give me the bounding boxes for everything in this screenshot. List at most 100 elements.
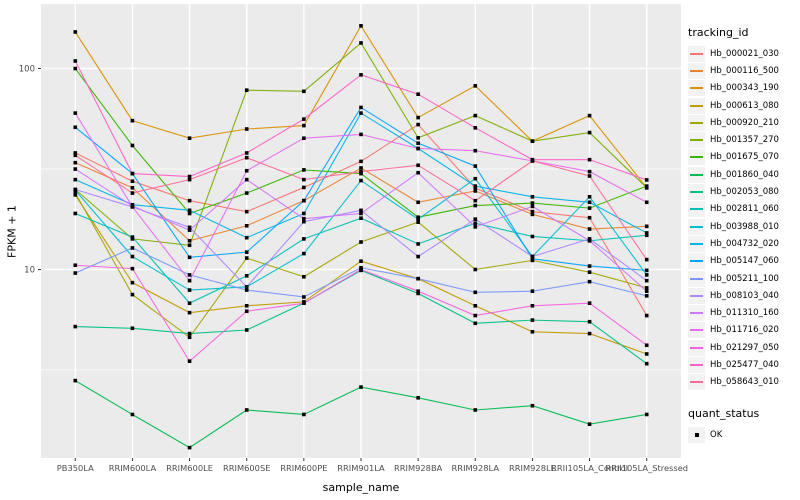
data-point	[244, 88, 249, 92]
data-point	[187, 335, 192, 340]
data-point	[73, 30, 78, 34]
data-point	[416, 141, 420, 145]
series-color-line-icon	[690, 225, 703, 228]
data-point	[473, 225, 478, 229]
y-axis-title: FPKM + 1	[5, 205, 19, 258]
series-color-line-icon	[690, 346, 703, 349]
legend-item-label: Hb_004732_020	[710, 238, 779, 249]
series-color-line-icon	[690, 173, 703, 176]
data-point	[244, 274, 249, 278]
series-color-line-icon	[690, 294, 703, 297]
data-point	[302, 301, 306, 305]
data-point	[473, 148, 478, 153]
data-point	[73, 187, 78, 192]
data-point	[130, 412, 135, 417]
data-point	[187, 273, 192, 277]
legend-key	[688, 356, 705, 373]
data-point	[644, 278, 649, 283]
data-point	[73, 193, 78, 197]
data-point	[587, 130, 592, 135]
legend-item-ok: OK	[688, 426, 798, 443]
data-point	[416, 217, 420, 221]
legend-item-Hb_005211_100: Hb_005211_100	[688, 270, 798, 287]
x-tick-label: RRIM928LE	[509, 463, 556, 473]
data-point	[416, 115, 420, 120]
data-point	[473, 113, 478, 118]
data-point	[187, 288, 192, 292]
series-color-line-icon	[690, 277, 703, 280]
data-point	[587, 331, 592, 336]
legend-item-label: Hb_005147_060	[710, 256, 779, 267]
data-point	[130, 266, 135, 271]
data-point	[73, 324, 78, 329]
data-point	[130, 118, 135, 123]
data-point	[187, 310, 192, 315]
data-point	[416, 136, 420, 140]
legend-key	[688, 166, 705, 183]
data-point	[587, 200, 592, 205]
legend-item-Hb_008103_040: Hb_008103_040	[688, 287, 798, 304]
series-color-line-icon	[690, 156, 703, 159]
data-point	[587, 227, 592, 231]
data-point	[244, 288, 249, 292]
legend-key	[688, 305, 705, 322]
data-point	[187, 136, 192, 141]
data-point	[73, 151, 78, 155]
data-point	[302, 198, 306, 203]
data-point	[416, 170, 420, 175]
data-point	[187, 301, 192, 305]
legend-key	[688, 149, 705, 166]
data-point	[587, 301, 592, 305]
data-point	[530, 303, 535, 308]
series-color-line-icon	[690, 139, 703, 142]
legend-item-Hb_002053_080: Hb_002053_080	[688, 183, 798, 201]
data-point	[302, 89, 306, 94]
x-tick-label: RRII105LA_Control	[551, 463, 628, 473]
data-point	[473, 217, 478, 221]
x-tick-label: RRIM600SE	[223, 463, 270, 473]
legend-item-Hb_004732_020: Hb_004732_020	[688, 235, 798, 252]
legend-item-label: Hb_000021_030	[710, 48, 779, 59]
data-point	[187, 243, 192, 248]
data-point	[416, 220, 420, 224]
legend-key	[688, 114, 705, 131]
data-point	[244, 303, 249, 308]
data-point	[73, 378, 78, 383]
data-point	[587, 238, 592, 243]
legend-key	[688, 339, 705, 356]
legend-item-Hb_000920_210: Hb_000920_210	[688, 114, 798, 131]
data-point	[359, 111, 363, 115]
x-tick-label: RRIM901LA	[337, 463, 385, 473]
data-point	[73, 211, 78, 216]
legend-key	[688, 218, 705, 235]
data-point	[359, 105, 363, 110]
data-point	[187, 238, 192, 243]
legend-key	[688, 374, 705, 391]
data-point	[302, 185, 306, 190]
legend-item-Hb_001860_040: Hb_001860_040	[688, 166, 798, 183]
data-point	[187, 228, 192, 232]
data-point	[473, 164, 478, 168]
data-point	[187, 177, 192, 182]
legend: tracking_id Hb_000021_030 Hb_000116_500 Hb…	[688, 26, 798, 443]
data-point	[473, 203, 478, 208]
data-point	[644, 233, 649, 238]
legend-item-Hb_025477_040: Hb_025477_040	[688, 356, 798, 373]
data-point	[644, 200, 649, 205]
data-point	[644, 361, 649, 366]
data-point	[416, 215, 420, 220]
data-point	[359, 159, 363, 164]
data-point	[359, 171, 363, 176]
data-point	[473, 290, 478, 295]
legend-item-label: Hb_000343_190	[710, 83, 779, 94]
data-point	[644, 273, 649, 277]
data-point	[73, 111, 78, 115]
legend-item-label: Hb_008103_040	[710, 290, 779, 301]
data-point	[130, 235, 135, 239]
series-color-line-icon	[690, 208, 703, 211]
data-point	[416, 276, 420, 281]
data-point	[244, 177, 249, 182]
data-point	[644, 412, 649, 417]
data-point	[359, 169, 363, 174]
data-point	[644, 313, 649, 318]
